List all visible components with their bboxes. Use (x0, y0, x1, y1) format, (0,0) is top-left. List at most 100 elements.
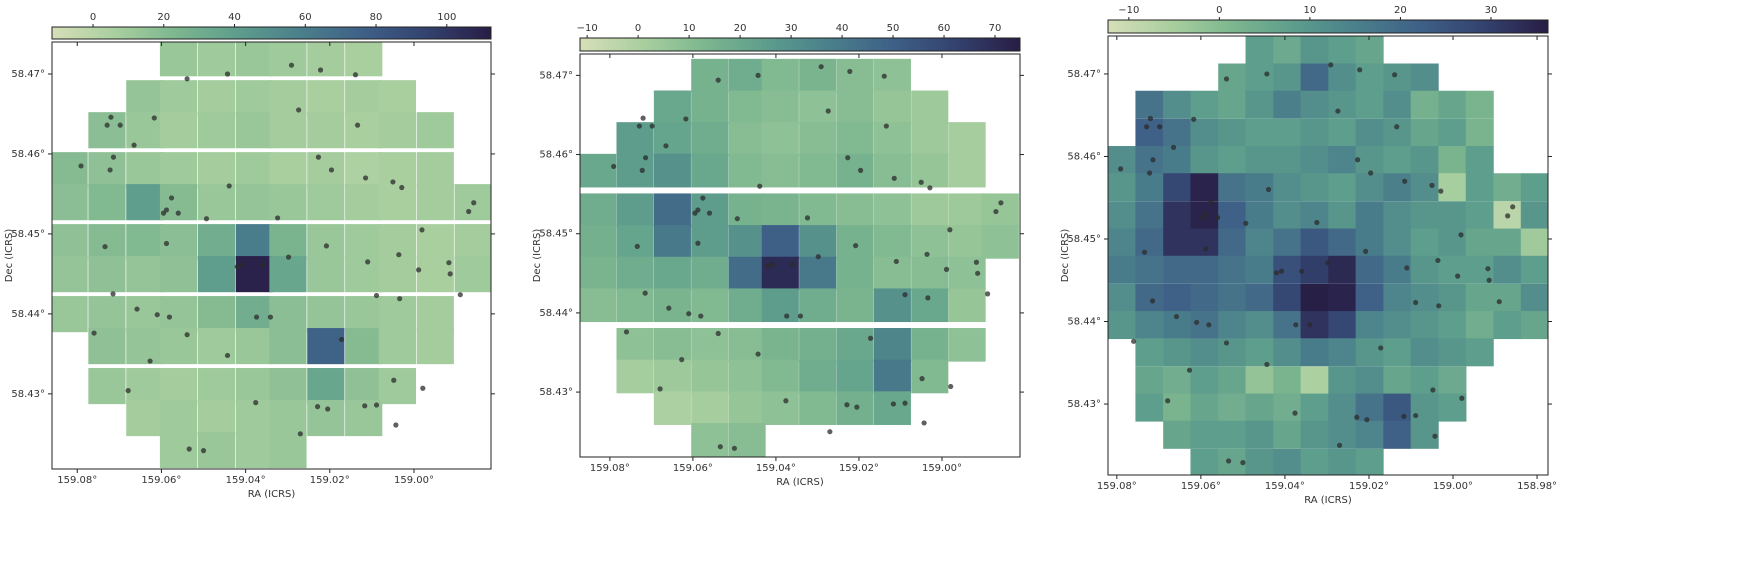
cell (345, 368, 383, 405)
cell (1493, 228, 1522, 257)
cell (1438, 283, 1467, 312)
cell (52, 152, 88, 189)
cell (836, 288, 874, 323)
source-point (1191, 116, 1197, 122)
source-point (765, 263, 771, 269)
cell (88, 112, 126, 149)
cell (378, 256, 417, 293)
cell (799, 256, 837, 291)
source-point (1147, 115, 1154, 122)
source-point (253, 314, 260, 320)
cell (728, 328, 766, 362)
x-tick-label: 159.04° (756, 463, 796, 474)
cell (269, 296, 307, 333)
source-point (1292, 410, 1298, 416)
cell (873, 153, 911, 188)
cell (1108, 283, 1137, 312)
x-tick-label: 159.06° (673, 463, 713, 474)
colorbar-tick-label: 0 (90, 12, 96, 23)
source-point (234, 264, 240, 270)
cell (52, 256, 88, 293)
source-point (634, 243, 640, 249)
cell (1438, 90, 1467, 119)
cell (1328, 420, 1357, 449)
cell (1190, 283, 1219, 312)
cell (1493, 311, 1522, 340)
source-point (947, 227, 953, 233)
source-point (471, 200, 477, 206)
cell (1218, 255, 1247, 284)
cell (1328, 228, 1357, 257)
cell (1328, 311, 1357, 340)
cell (1383, 228, 1412, 257)
source-point (446, 260, 452, 266)
cell (1135, 311, 1164, 340)
cell (159, 42, 198, 77)
cell (1190, 173, 1219, 202)
source-point (365, 259, 371, 265)
cell (416, 184, 454, 221)
cell (1520, 201, 1548, 230)
cell (1218, 118, 1247, 147)
cell (1383, 63, 1412, 92)
source-point (1273, 270, 1280, 276)
source-point (804, 215, 811, 221)
source-point (1165, 398, 1171, 404)
cell (1438, 255, 1467, 284)
cell (307, 224, 345, 261)
cell (616, 256, 654, 291)
cell (454, 256, 491, 293)
source-point (918, 179, 924, 185)
cell (1135, 201, 1164, 230)
source-point (131, 142, 137, 148)
source-point (715, 330, 721, 337)
source-point (640, 115, 646, 121)
cell (88, 224, 126, 261)
cell (197, 368, 236, 405)
source-point (1429, 182, 1435, 188)
cell (52, 184, 88, 221)
panel: 159.08° 159.06° 159.04° 159.02° 159.00° 58.43… (4, 12, 495, 500)
cell (1465, 228, 1494, 257)
source-point (755, 351, 761, 357)
cell (1273, 173, 1302, 202)
colorbar-tick-label: 40 (228, 12, 241, 23)
cell (1245, 338, 1274, 367)
cell (1108, 311, 1137, 340)
cell (1273, 283, 1302, 312)
cell (378, 184, 417, 221)
cell (1163, 255, 1192, 284)
source-point (466, 208, 472, 215)
cell (1410, 146, 1439, 175)
cell (616, 328, 654, 362)
source-point (447, 271, 453, 277)
source-point (755, 72, 761, 78)
cell (88, 152, 126, 189)
source-point (867, 335, 874, 341)
source-point (203, 216, 210, 222)
cell (911, 153, 949, 188)
cell (1355, 90, 1384, 119)
cell (948, 193, 986, 228)
cell (1300, 90, 1329, 119)
plot-frame (579, 53, 1021, 458)
cell (1493, 173, 1522, 202)
cell (836, 153, 874, 188)
source-point (925, 295, 931, 301)
cell (307, 184, 345, 221)
colorbar-tick-label: 20 (734, 23, 747, 34)
cell (345, 42, 383, 77)
cell (307, 400, 345, 437)
source-point (854, 404, 860, 410)
cell (1135, 90, 1164, 119)
cell (948, 122, 986, 156)
cell (761, 256, 799, 291)
cell (1410, 201, 1439, 230)
colorbar-tick-label: 20 (157, 12, 170, 23)
cell (911, 288, 949, 323)
cell (761, 90, 799, 125)
cell (307, 296, 345, 333)
cell (1135, 393, 1164, 422)
source-point (649, 123, 655, 129)
